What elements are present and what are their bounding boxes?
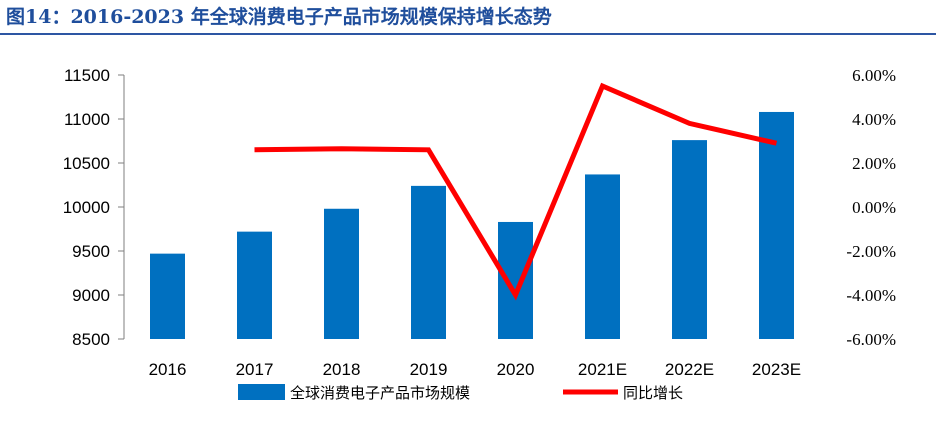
bar-2020 (498, 221, 533, 339)
right-tick-label: -6.00% (846, 330, 896, 349)
right-axis: -6.00% -4.00% -2.00% 0.00% 2.00% 4.00% 6.00% (846, 66, 896, 349)
right-tick-label: 6.00% (852, 66, 896, 85)
bar-2018 (324, 208, 359, 339)
left-tick-label: 9500 (72, 242, 110, 261)
x-tick-label: 2019 (410, 360, 448, 379)
bar-2022E (672, 140, 707, 339)
left-axis: 8500 9000 9500 10000 10500 11000 11500 (63, 66, 125, 349)
right-tick-label: 2.00% (852, 154, 896, 173)
right-tick-label: 4.00% (852, 110, 896, 129)
x-tick-label: 2023E (752, 360, 801, 379)
left-tick-label: 9000 (72, 286, 110, 305)
bar-2019 (411, 185, 446, 339)
x-tick-label: 2021E (578, 360, 627, 379)
legend-line-label: 同比增长 (623, 384, 683, 402)
left-tick-label: 10500 (63, 154, 110, 173)
x-tick-label: 2016 (149, 360, 187, 379)
bar-2021E (585, 174, 620, 339)
bar-2016 (150, 253, 185, 339)
x-tick-label: 2022E (665, 360, 714, 379)
left-tick-label: 11500 (64, 66, 110, 85)
left-tick-label: 8500 (72, 330, 110, 349)
x-axis-labels: 2016 2017 2018 2019 2020 2021E 2022E 2023E (149, 360, 802, 379)
x-tick-label: 2020 (497, 360, 535, 379)
title-divider (0, 33, 936, 35)
right-tick-label: 0.00% (852, 198, 896, 217)
x-tick-label: 2017 (236, 360, 274, 379)
chart-title: 图14：2016-2023 年全球消费电子产品市场规模保持增长态势 (6, 6, 552, 28)
line-series (254, 82, 778, 301)
left-tick-label: 10000 (63, 198, 110, 217)
right-tick-label: -4.00% (846, 286, 896, 305)
right-tick-label: -2.00% (846, 242, 896, 261)
bar-2017 (237, 231, 272, 339)
legend-bar-label: 全球消费电子产品市场规模 (290, 384, 470, 402)
left-tick-label: 11000 (64, 110, 110, 129)
x-tick-label: 2018 (323, 360, 361, 379)
bar-series (150, 111, 794, 340)
bar-2023E (759, 111, 794, 340)
legend: 全球消费电子产品市场规模 同比增长 (238, 384, 683, 402)
legend-bar-swatch (238, 384, 285, 400)
